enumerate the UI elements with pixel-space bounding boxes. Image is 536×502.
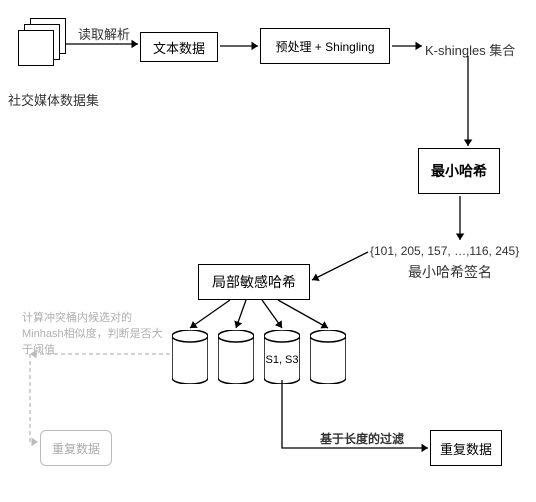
preprocess-label: 预处理 + Shingling xyxy=(275,38,374,55)
text-data-label: 文本数据 xyxy=(153,38,205,57)
documents-icon xyxy=(18,18,78,78)
preprocess-box: 预处理 + Shingling xyxy=(260,28,390,64)
bucket-cylinder: S1, S3 xyxy=(264,330,300,384)
arrow-lsh-to-b3 xyxy=(262,300,282,328)
bucket-cylinder xyxy=(172,330,208,384)
bucket-cylinder xyxy=(310,330,346,384)
dup-box: 重复数据 xyxy=(430,430,502,466)
arrow-lsh-to-b4 xyxy=(278,300,328,328)
arrow-faded-down xyxy=(30,354,38,442)
faded-dup-label: 重复数据 xyxy=(52,440,100,457)
bucket-cylinder xyxy=(218,330,254,384)
arrow-lsh-to-b2 xyxy=(236,300,246,328)
length-filter-label: 基于长度的过滤 xyxy=(320,430,404,447)
minhash-label: 最小哈希 xyxy=(431,161,487,181)
kshingles-label: K-shingles 集合 xyxy=(425,40,515,59)
signature-values: {101, 205, 157, …,116, 245} xyxy=(370,244,519,258)
bucket-label: S1, S3 xyxy=(264,354,300,366)
lsh-box: 局部敏感哈希 xyxy=(198,264,310,300)
minhash-box: 最小哈希 xyxy=(418,148,500,194)
text-data-box: 文本数据 xyxy=(140,32,218,62)
arrow-lsh-to-b1 xyxy=(190,300,230,328)
arrow-sig-to-lsh xyxy=(312,252,368,280)
dup-label: 重复数据 xyxy=(440,439,492,458)
faded-note: 计算冲突桶内候选对的Minhash相似度，判断是否大于阈值 xyxy=(22,310,163,358)
faded-dup-box: 重复数据 xyxy=(40,430,112,466)
diagram-canvas: 社交媒体数据集 读取解析 文本数据 预处理 + Shingling K-shin… xyxy=(0,0,536,502)
signature-label: 最小哈希签名 xyxy=(408,262,492,282)
dataset-label: 社交媒体数据集 xyxy=(8,90,99,109)
lsh-label: 局部敏感哈希 xyxy=(212,272,296,292)
read-parse-label: 读取解析 xyxy=(78,24,130,43)
